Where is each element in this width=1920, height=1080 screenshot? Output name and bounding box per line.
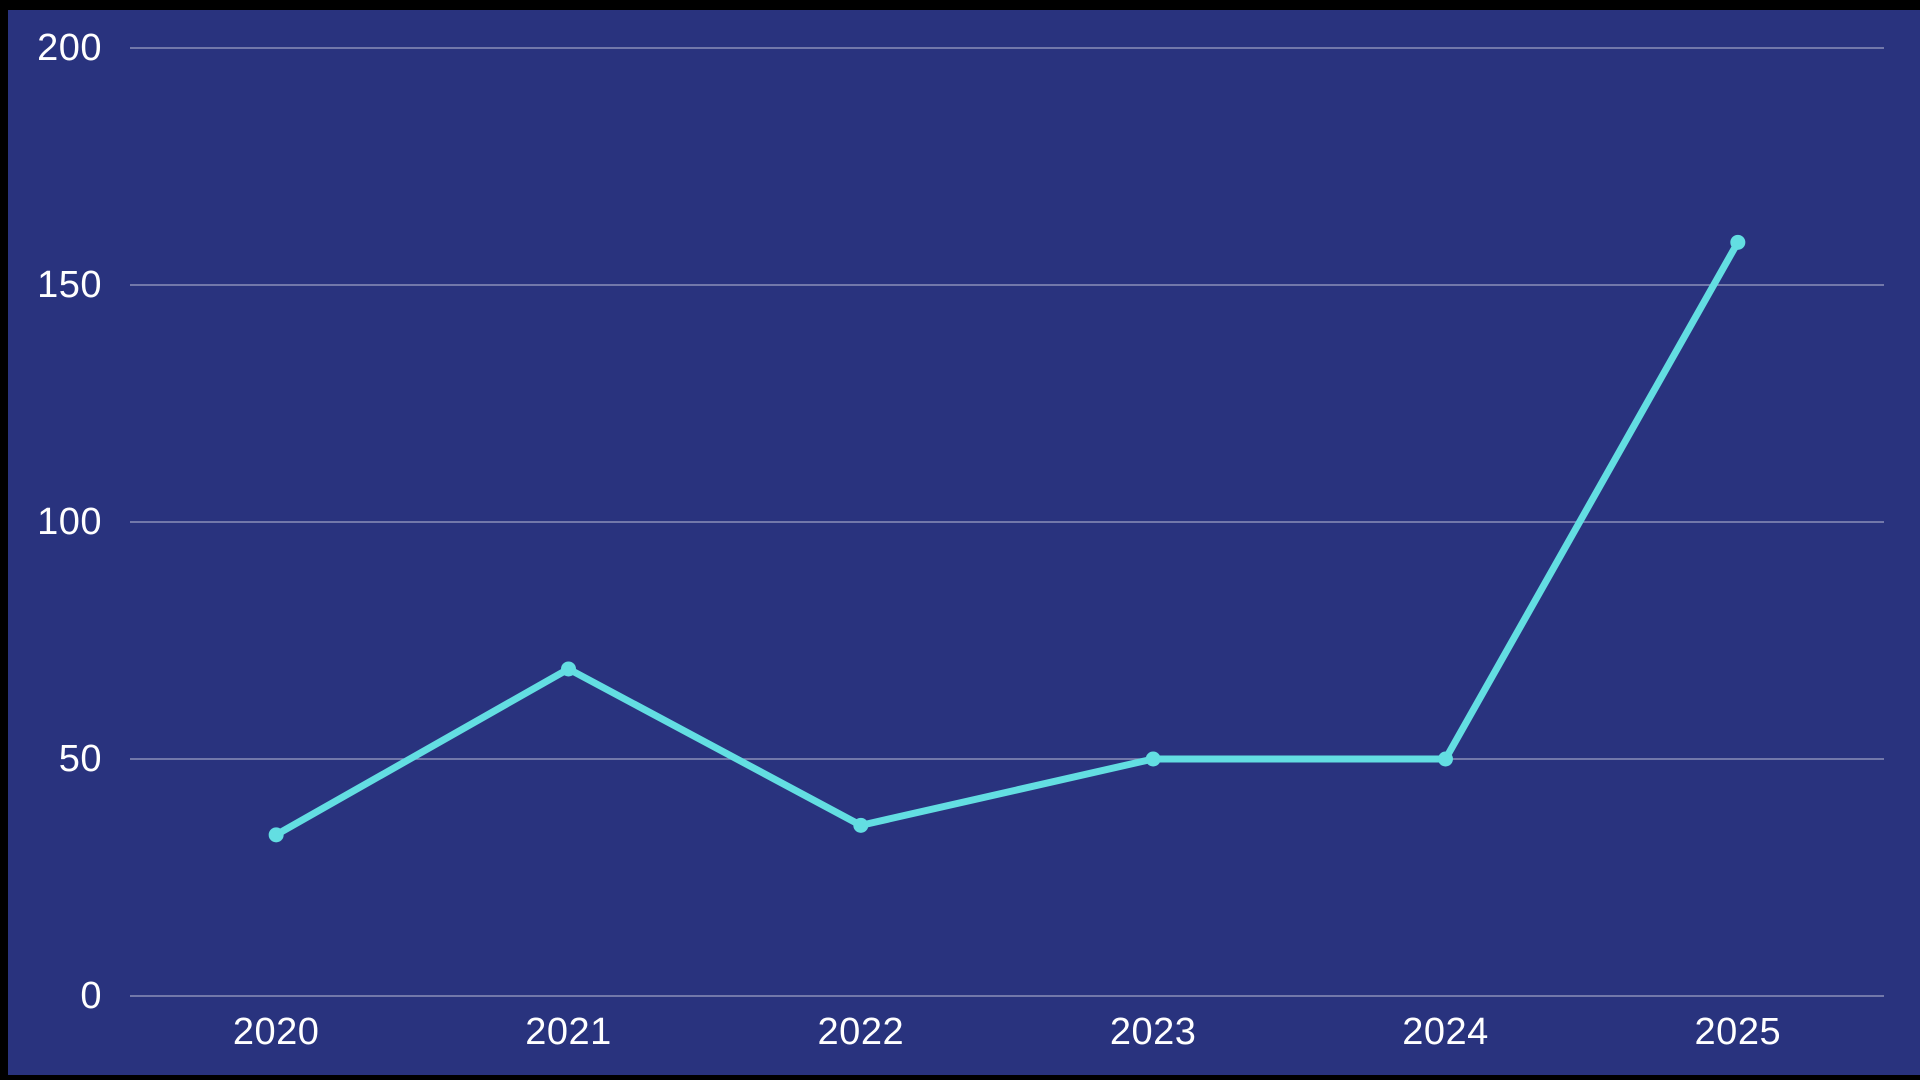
x-tick-label: 2020 [233, 1011, 320, 1053]
x-tick-label: 2023 [1110, 1011, 1197, 1053]
data-point-marker [268, 827, 284, 843]
data-point-marker [1145, 751, 1161, 767]
data-point-marker [561, 661, 576, 677]
x-tick-label: 2022 [818, 1011, 905, 1053]
data-point-marker [853, 817, 869, 833]
y-tick-label: 150 [37, 264, 102, 306]
y-tick-label: 200 [37, 27, 102, 69]
y-tick-label: 100 [37, 501, 102, 543]
x-tick-label: 2025 [1695, 1011, 1782, 1053]
y-tick-label: 50 [59, 738, 102, 780]
chart-panel: 0 50 100 150 200 2020 2021 2022 2023 2024 2025 [8, 10, 1920, 1075]
data-point-marker [1730, 234, 1746, 250]
x-tick-label: 2021 [525, 1011, 612, 1053]
x-tick-label: 2024 [1402, 1011, 1489, 1053]
line-chart: 0 50 100 150 200 2020 2021 2022 2023 2024 2025 [37, 27, 1884, 1053]
series-line [272, 238, 1742, 839]
y-tick-label: 0 [80, 975, 102, 1017]
data-point-marker [1438, 751, 1453, 767]
